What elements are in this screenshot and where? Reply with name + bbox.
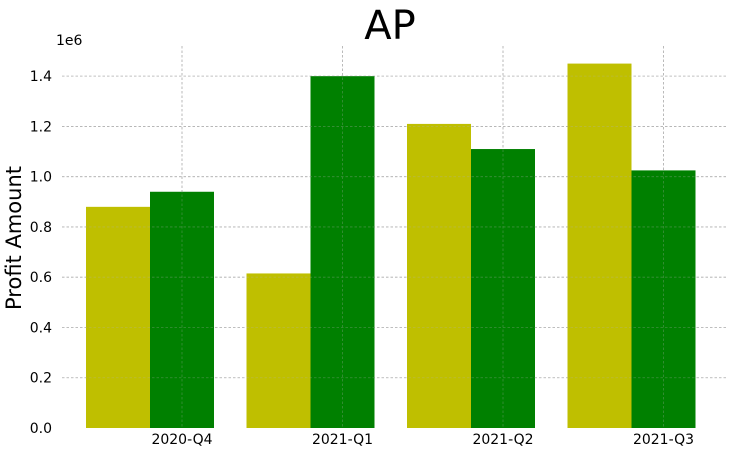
bar-series-2-2020-Q4 [150,191,214,428]
bar-series-1-2021-Q1 [246,273,311,428]
y-tick-labels: 0.0 0.2 0.4 0.6 0.8 1.0 1.2 1.4 [30,69,52,437]
y-tick-label: 0.2 [30,371,52,387]
bar-series-2-2021-Q1 [310,76,375,428]
y-tick-label: 1.0 [30,170,52,186]
y-tick-label: 0.0 [30,421,52,437]
x-tick-label: 2021-Q2 [472,432,533,448]
x-tick-labels: 2020-Q4 2021-Q1 2021-Q2 2021-Q3 [151,432,694,448]
bar-series-2-2021-Q2 [471,149,535,428]
y-tick-label: 1.4 [30,69,52,85]
y-tick-label: 0.6 [30,270,52,286]
bar-series-1-2020-Q4 [86,206,150,428]
bar-series-1-2021-Q3 [567,63,632,429]
y-axis-offset-label: 1e6 [56,33,83,49]
y-tick-label: 1.2 [30,119,52,135]
x-tick-label: 2021-Q3 [633,432,694,448]
bar-series-1-2021-Q2 [407,123,471,428]
y-tick-label: 0.8 [30,220,52,236]
chart-title: AP [364,3,415,49]
x-tick-label: 2020-Q4 [151,432,212,448]
grid-lines-overlay [62,46,726,428]
x-tick-label: 2021-Q1 [312,432,373,448]
bars [86,63,696,429]
bar-series-2-2021-Q3 [631,170,696,429]
y-tick-label: 0.4 [30,320,52,336]
y-axis-label: Profit Amount [2,166,26,310]
